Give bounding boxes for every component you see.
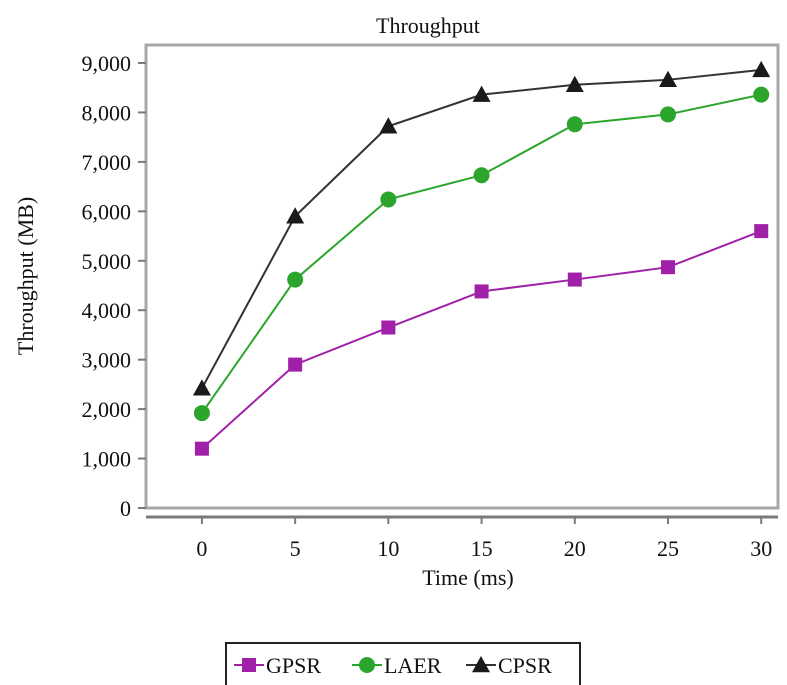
series-line-laer	[201, 93, 762, 414]
legend-item-cpsr: CPSR	[466, 653, 552, 678]
x-tick-label: 5	[290, 536, 301, 561]
x-tick-label: 25	[657, 536, 679, 561]
y-tick-label: 4,000	[82, 298, 132, 323]
series-line-gpsr	[201, 230, 762, 450]
series-laer	[193, 86, 770, 422]
y-tick-label: 6,000	[82, 199, 132, 224]
legend-marker-cpsr	[472, 656, 490, 673]
data-point-cpsr	[192, 379, 211, 396]
data-point-laer	[380, 191, 397, 208]
x-axis: 0 5 10 15 20 25 30	[196, 517, 772, 561]
data-point-cpsr	[565, 75, 584, 92]
data-point-laer	[660, 106, 677, 123]
legend-label-cpsr: CPSR	[498, 653, 552, 678]
legend-box	[225, 642, 581, 685]
plot-frame	[144, 43, 780, 510]
data-point-gpsr	[661, 260, 676, 275]
y-axis-title: Throughput (MB)	[13, 197, 38, 355]
y-tick-label: 1,000	[82, 447, 132, 472]
series-layer	[192, 60, 771, 456]
series-gpsr	[194, 224, 769, 456]
data-point-cpsr	[379, 117, 398, 134]
y-tick-label: 9,000	[82, 51, 132, 76]
data-point-gpsr	[194, 441, 209, 456]
y-tick-label: 8,000	[82, 100, 132, 125]
data-point-cpsr	[659, 70, 678, 88]
y-axis: 0 1,000 2,000 3,000 4,000 5,000 6,000 7,000 8,00…	[82, 51, 146, 521]
legend: GPSR LAER CPSR	[234, 653, 552, 678]
data-point-laer	[473, 167, 490, 184]
data-point-gpsr	[381, 320, 396, 335]
x-tick-label: 20	[564, 536, 586, 561]
legend-label-laer: LAER	[384, 653, 442, 678]
y-tick-label: 3,000	[82, 348, 132, 373]
data-point-laer	[753, 86, 770, 103]
series-line-cpsr	[201, 68, 762, 389]
y-tick-label: 7,000	[82, 150, 132, 175]
x-tick-label: 0	[196, 536, 207, 561]
y-tick-label: 2,000	[82, 397, 132, 422]
legend-item-laer: LAER	[352, 653, 442, 678]
data-point-gpsr	[474, 284, 489, 299]
legend-marker-laer	[359, 657, 375, 673]
legend-marker-gpsr	[242, 658, 256, 672]
legend-label-gpsr: GPSR	[266, 653, 321, 678]
data-point-laer	[566, 116, 583, 133]
data-point-gpsr	[567, 272, 582, 287]
x-tick-label: 15	[471, 536, 493, 561]
data-point-cpsr	[472, 85, 491, 102]
data-point-laer	[287, 271, 304, 288]
chart-title: Throughput	[376, 13, 480, 38]
data-point-gpsr	[288, 357, 303, 372]
x-tick-label: 30	[750, 536, 772, 561]
y-tick-label: 5,000	[82, 249, 132, 274]
data-point-gpsr	[754, 224, 769, 239]
y-tick-label: 0	[120, 496, 131, 521]
data-point-laer	[193, 405, 210, 422]
legend-item-gpsr: GPSR	[234, 653, 321, 678]
data-point-cpsr	[752, 60, 771, 78]
x-tick-label: 10	[377, 536, 399, 561]
x-axis-title: Time (ms)	[422, 565, 513, 590]
series-cpsr	[192, 60, 771, 396]
data-point-cpsr	[286, 207, 305, 224]
